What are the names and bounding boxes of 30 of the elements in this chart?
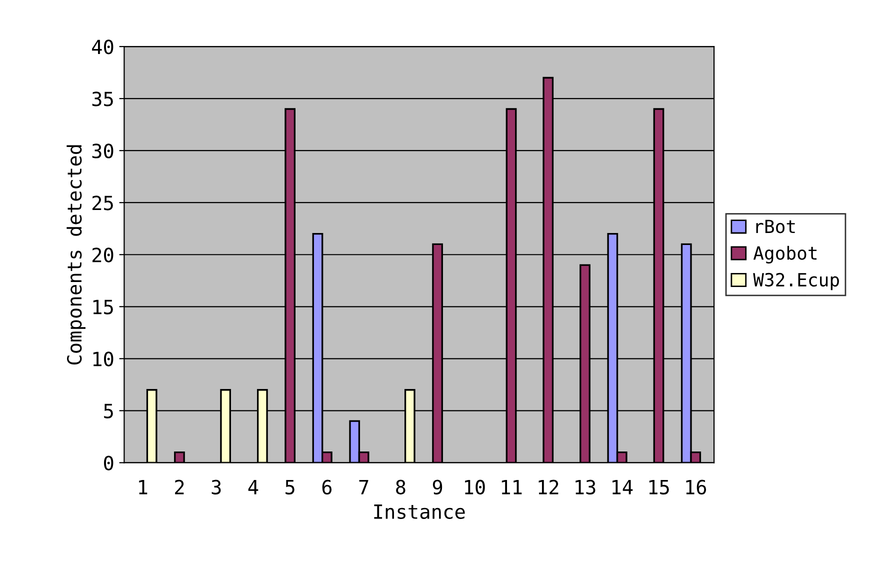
y-tick-label: 25 (92, 196, 113, 210)
x-tick-label: 7 (359, 480, 368, 494)
legend-label: rBot (756, 220, 795, 234)
x-tick-label: 13 (576, 480, 596, 495)
x-tick-label: 14 (612, 480, 633, 494)
y-tick-label: 5 (104, 404, 113, 418)
x-axis-title: Instance (374, 504, 465, 519)
x-tick-label: 15 (649, 480, 669, 495)
y-tick-label: 15 (93, 300, 113, 314)
x-tick-label: 3 (212, 480, 221, 495)
x-tick-label: 9 (432, 480, 442, 495)
x-tick-label: 5 (286, 480, 294, 495)
y-tick-label: 0 (104, 456, 114, 470)
y-tick-label: 30 (92, 144, 114, 158)
x-tick-label: 2 (175, 480, 184, 494)
x-tick-label: 8 (396, 480, 406, 495)
x-tick-label: 11 (502, 480, 522, 494)
y-tick-label: 10 (93, 352, 114, 366)
x-tick-label: 4 (248, 480, 258, 494)
x-tick-label: 6 (322, 480, 332, 495)
x-tick-label: 10 (465, 480, 485, 495)
y-tick-label: 40 (92, 40, 114, 54)
y-tick-label: 20 (92, 248, 114, 262)
legend-label: W32.Ecup (753, 272, 839, 290)
x-tick-label: 16 (686, 480, 706, 495)
y-tick-label: 35 (92, 92, 113, 106)
x-tick-label: 12 (538, 480, 558, 494)
legend-label: Agobot (753, 246, 817, 264)
y-axis-title: Components detected (66, 145, 86, 365)
x-tick-label: 1 (139, 480, 148, 494)
